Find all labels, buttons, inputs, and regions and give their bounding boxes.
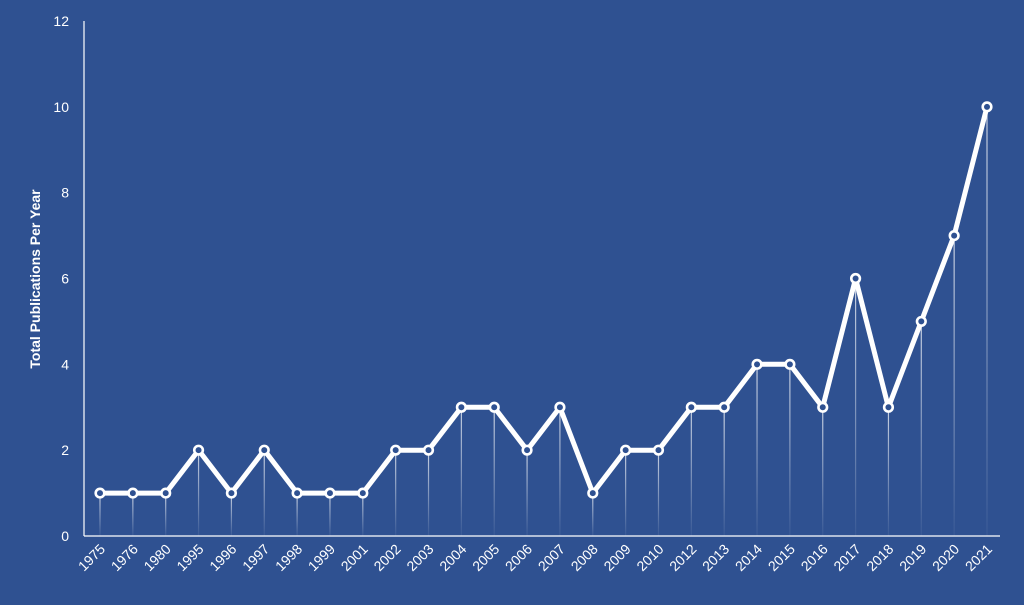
- drop-line: [625, 450, 627, 536]
- drop-line: [165, 493, 167, 536]
- data-point: [422, 444, 435, 456]
- y-tick-label: 0: [61, 528, 69, 544]
- drop-line: [657, 450, 660, 536]
- data-point: [127, 487, 139, 499]
- data-point: [390, 444, 402, 456]
- y-tick-label: 8: [61, 185, 69, 201]
- drop-line: [854, 278, 857, 536]
- data-point: [981, 101, 993, 113]
- drop-line: [526, 450, 528, 536]
- data-point: [620, 444, 632, 456]
- drop-line: [953, 235, 955, 537]
- drop-line: [920, 321, 922, 536]
- series-group: [94, 101, 993, 499]
- data-point: [455, 401, 467, 413]
- y-axis-label: Total Publications Per Year: [27, 189, 43, 369]
- data-point: [882, 401, 895, 413]
- data-point: [521, 444, 533, 456]
- drop-line: [493, 407, 495, 536]
- data-point: [357, 487, 369, 499]
- drop-line: [822, 407, 824, 536]
- data-point: [915, 315, 927, 328]
- drop-line: [986, 106, 988, 536]
- data-point: [291, 487, 303, 499]
- data-point: [488, 401, 500, 413]
- data-point: [324, 487, 336, 499]
- drop-line: [690, 407, 692, 536]
- drop-line: [887, 407, 890, 536]
- y-tick-label: 6: [61, 271, 69, 287]
- drop-line: [230, 493, 233, 536]
- drop-line: [263, 450, 265, 536]
- data-point: [849, 272, 862, 285]
- drop-line: [789, 364, 791, 536]
- data-point: [587, 487, 599, 499]
- drop-line: [559, 407, 561, 536]
- y-tick-label: 12: [53, 13, 69, 29]
- drop-line: [329, 493, 331, 536]
- drop-line: [723, 407, 725, 536]
- drop-line: [132, 493, 134, 536]
- data-point: [718, 401, 730, 413]
- data-point: [192, 444, 205, 456]
- y-tick-label: 2: [61, 442, 69, 458]
- data-point: [258, 444, 270, 456]
- drop-line: [592, 493, 594, 536]
- drop-lines: [99, 106, 988, 537]
- drop-line: [395, 450, 397, 536]
- drop-line: [197, 450, 200, 536]
- data-point: [948, 229, 960, 242]
- series-line: [97, 104, 990, 496]
- drop-line: [427, 450, 430, 536]
- data-point: [751, 358, 763, 370]
- data-point: [160, 487, 172, 499]
- data-point: [817, 401, 829, 413]
- drop-line: [362, 493, 364, 536]
- data-point: [784, 358, 796, 370]
- y-tick-label: 4: [61, 356, 69, 372]
- y-axis: 0 2 4 6 8 10 12: [53, 13, 85, 544]
- drop-line: [99, 493, 101, 536]
- drop-line: [296, 493, 298, 536]
- data-point: [94, 487, 106, 499]
- data-point: [685, 401, 697, 413]
- data-point: [554, 401, 566, 413]
- data-point: [225, 487, 238, 499]
- y-tick-label: 10: [53, 99, 69, 115]
- data-point: [652, 444, 665, 456]
- drop-line: [756, 364, 758, 536]
- drop-line: [460, 407, 462, 536]
